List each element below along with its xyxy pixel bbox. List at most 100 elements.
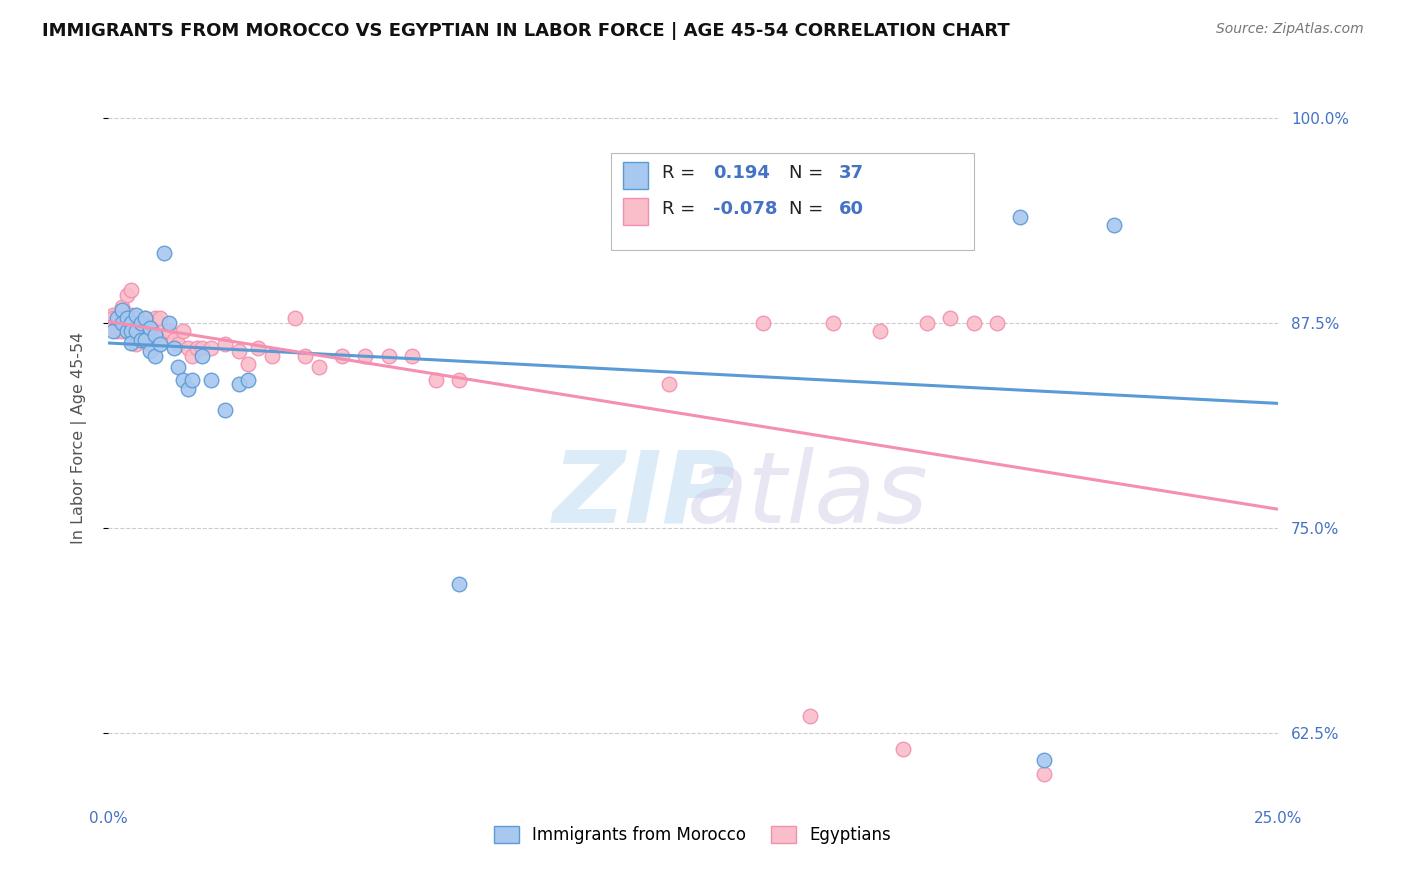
Point (167, 360, 190, 375)
Point (143, 327, 166, 342)
Point (823, 316, 845, 330)
Point (181, 349, 204, 363)
Point (1010, 210, 1032, 224)
Point (162, 341, 184, 355)
Point (111, 303, 134, 318)
Point (799, 709, 821, 723)
FancyBboxPatch shape (612, 153, 973, 251)
Text: 0.194: 0.194 (713, 164, 769, 182)
Text: atlas: atlas (688, 447, 928, 544)
Point (176, 382, 198, 396)
Point (115, 311, 138, 326)
Point (1032, 754, 1054, 768)
Point (143, 349, 166, 363)
Text: IMMIGRANTS FROM MOROCCO VS EGYPTIAN IN LABOR FORCE | AGE 45-54 CORRELATION CHART: IMMIGRANTS FROM MOROCCO VS EGYPTIAN IN L… (42, 22, 1010, 40)
Y-axis label: In Labor Force | Age 45-54: In Labor Force | Age 45-54 (72, 332, 87, 544)
Point (111, 324, 134, 338)
Point (121, 324, 143, 338)
Point (157, 324, 180, 338)
Text: ZIP: ZIP (553, 447, 735, 544)
Point (107, 311, 129, 326)
Point (246, 341, 269, 355)
Point (139, 316, 162, 330)
Point (401, 349, 423, 363)
Text: -0.078: -0.078 (713, 201, 778, 219)
Point (167, 337, 190, 351)
Point (447, 576, 470, 591)
Point (284, 311, 307, 326)
Text: 37: 37 (839, 164, 865, 182)
Point (172, 374, 194, 388)
Point (121, 335, 143, 350)
Point (354, 349, 377, 363)
Point (134, 327, 156, 342)
Text: 60: 60 (839, 201, 865, 219)
Point (111, 311, 134, 326)
Point (294, 349, 316, 363)
Point (111, 316, 134, 330)
Point (125, 324, 148, 338)
Point (139, 337, 162, 351)
Point (143, 327, 166, 342)
Point (260, 349, 283, 363)
Point (378, 349, 401, 363)
Point (869, 324, 891, 338)
Point (190, 349, 212, 363)
Point (129, 316, 152, 330)
Point (893, 742, 915, 756)
Text: N =: N = (789, 164, 828, 182)
Text: R =: R = (662, 201, 702, 219)
Point (125, 311, 148, 326)
Point (200, 374, 222, 388)
Point (101, 311, 124, 326)
Point (129, 316, 152, 330)
Point (308, 360, 330, 375)
Point (214, 337, 236, 351)
Point (238, 357, 260, 371)
Point (101, 324, 124, 338)
Point (915, 316, 938, 330)
Point (143, 311, 166, 326)
Point (157, 316, 180, 330)
Bar (623, 161, 648, 189)
Point (939, 311, 962, 326)
Point (752, 316, 775, 330)
Point (447, 374, 470, 388)
Point (115, 324, 138, 338)
Point (134, 311, 156, 326)
Point (107, 314, 129, 328)
Point (129, 333, 152, 347)
Point (181, 374, 204, 388)
Point (125, 324, 148, 338)
Point (1102, 218, 1125, 232)
Point (148, 333, 170, 347)
Point (129, 333, 152, 347)
Point (121, 324, 143, 338)
Point (330, 349, 353, 363)
Point (111, 300, 134, 314)
Point (148, 337, 170, 351)
Point (176, 341, 198, 355)
Point (200, 341, 222, 355)
Point (148, 311, 170, 326)
Point (1032, 766, 1054, 780)
Point (125, 308, 148, 322)
Text: R =: R = (662, 164, 702, 182)
Text: N =: N = (789, 201, 828, 219)
Point (115, 288, 138, 302)
Point (962, 316, 984, 330)
Point (153, 324, 176, 338)
Point (139, 343, 162, 358)
Point (162, 333, 184, 347)
Point (134, 311, 156, 326)
Bar (623, 198, 648, 225)
Point (125, 337, 148, 351)
Point (186, 341, 208, 355)
Point (986, 316, 1008, 330)
Point (134, 333, 156, 347)
Point (153, 245, 176, 260)
Point (228, 376, 250, 391)
Point (121, 308, 143, 322)
Point (658, 376, 681, 391)
Legend: Immigrants from Morocco, Egyptians: Immigrants from Morocco, Egyptians (494, 826, 891, 844)
